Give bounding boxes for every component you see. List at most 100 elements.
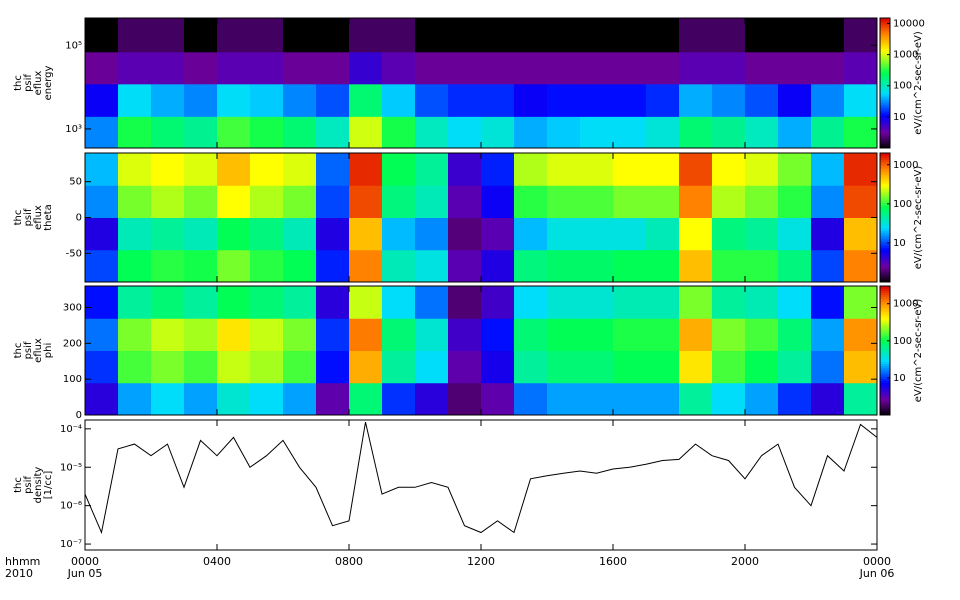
colorbar-step: [880, 93, 890, 97]
heatmap-cell: [382, 286, 416, 319]
heatmap-cell: [547, 318, 581, 351]
heatmap-cell: [679, 249, 713, 283]
heatmap-cell: [415, 217, 449, 251]
y-axis-label: eflux: [33, 338, 44, 363]
heatmap-cell: [514, 83, 548, 117]
x-tick-label: 2000: [731, 555, 759, 568]
colorbar-label: eV/(cm^2-sec-sr-eV): [913, 166, 924, 270]
colorbar-step: [880, 191, 890, 195]
y-axis-label: density: [33, 467, 44, 504]
heatmap-cell: [679, 185, 713, 218]
heatmap-cell: [382, 249, 416, 283]
heatmap-cell: [613, 185, 647, 218]
heatmap-cell: [613, 51, 647, 85]
colorbar-step: [880, 372, 890, 375]
heatmap-cell: [85, 185, 119, 218]
y-axis-label: psif: [23, 74, 34, 92]
heatmap-cell: [349, 18, 383, 53]
heatmap-cell: [118, 217, 152, 251]
colorbar-step: [880, 286, 890, 289]
heatmap-cell: [613, 83, 647, 117]
colorbar-step: [880, 258, 890, 261]
heatmap-cell: [745, 382, 779, 416]
colorbar-step: [880, 143, 890, 147]
heatmap-cell: [514, 153, 548, 186]
colorbar-step: [880, 24, 890, 28]
y-tick-label: 10⁵: [65, 40, 82, 51]
heatmap-cell: [514, 382, 548, 416]
heatmap-cell: [844, 18, 878, 53]
heatmap-cell: [250, 350, 284, 384]
heatmap-cell: [415, 249, 449, 283]
heatmap-cell: [118, 153, 152, 186]
colorbar-step: [880, 318, 890, 321]
heatmap-cell: [85, 18, 119, 53]
colorbar-step: [880, 333, 890, 336]
heatmap-cell: [85, 217, 119, 251]
heatmap-cell: [745, 249, 779, 283]
heatmap-cell: [316, 382, 350, 416]
colorbar-step: [880, 239, 890, 242]
colorbar-step: [880, 290, 890, 293]
heatmap-cell: [349, 153, 383, 186]
heatmap-cell: [844, 318, 878, 351]
heatmap-cell: [811, 318, 845, 351]
heatmap-cell: [349, 318, 383, 351]
heatmap-cell: [250, 18, 284, 53]
colorbar-step: [880, 254, 890, 257]
heatmap-cell: [745, 153, 779, 186]
colorbar-step: [880, 367, 890, 371]
heatmap-cell: [712, 286, 746, 319]
heatmap-cell: [184, 18, 218, 53]
colorbar-step: [880, 320, 890, 324]
heatmap-cell: [184, 51, 218, 85]
heatmap-cell: [349, 286, 383, 319]
heatmap-cell: [580, 185, 614, 218]
heatmap-cell: [316, 153, 350, 186]
heatmap-cell: [316, 350, 350, 384]
heatmap-cell: [448, 116, 482, 149]
heatmap-cell: [712, 350, 746, 384]
heatmap-cell: [283, 51, 317, 85]
heatmap-cell: [448, 286, 482, 319]
heatmap-cell: [547, 83, 581, 117]
heatmap-cell: [151, 116, 185, 149]
colorbar-step: [880, 200, 890, 203]
colorbar-step: [880, 52, 890, 56]
heatmap-cell: [844, 382, 878, 416]
y-axis-label: theta: [43, 204, 54, 230]
colorbar-step: [880, 26, 890, 30]
colorbar-tick-label: 10000: [893, 18, 925, 29]
colorbar-step: [880, 230, 890, 234]
y-axis-label: psif: [23, 476, 34, 494]
colorbar-step: [880, 63, 890, 67]
colorbar-step: [880, 277, 890, 281]
heatmap-cell: [151, 18, 185, 53]
colorbar-step: [880, 266, 890, 270]
heatmap-cell: [745, 217, 779, 251]
colorbar-step: [880, 87, 890, 90]
colorbar-step: [880, 234, 890, 238]
heatmap-cell: [250, 83, 284, 117]
colorbar-step: [880, 387, 890, 390]
colorbar-step: [880, 37, 890, 41]
colorbar-step: [880, 288, 890, 291]
heatmap-cell: [844, 83, 878, 117]
panel-frame: [84, 419, 878, 551]
heatmap-cell: [547, 382, 581, 416]
heatmap-cell: [613, 116, 647, 149]
heatmap-cell: [316, 286, 350, 319]
heatmap-cell: [811, 153, 845, 186]
colorbar-step: [880, 223, 890, 227]
heatmap-cell: [745, 51, 779, 85]
heatmap-cell: [151, 350, 185, 384]
colorbar-step: [880, 350, 890, 354]
colorbar-step: [880, 251, 890, 255]
colorbar-step: [880, 256, 890, 259]
heatmap-cell: [580, 83, 614, 117]
colorbar-step: [880, 389, 890, 392]
heatmap-cell: [349, 116, 383, 149]
heatmap-cell: [679, 153, 713, 186]
heatmap-cell: [118, 318, 152, 351]
heatmap-cell: [547, 217, 581, 251]
